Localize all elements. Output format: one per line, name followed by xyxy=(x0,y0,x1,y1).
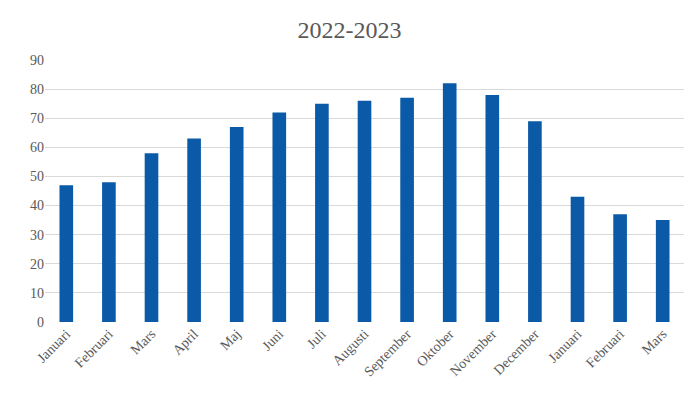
svg-text:60: 60 xyxy=(30,140,44,155)
svg-text:Juli: Juli xyxy=(304,326,329,351)
svg-text:40: 40 xyxy=(30,198,44,213)
svg-text:Maj: Maj xyxy=(217,326,244,353)
svg-text:0: 0 xyxy=(37,315,44,330)
svg-text:Januari: Januari xyxy=(34,326,73,365)
svg-text:2022-2023: 2022-2023 xyxy=(298,17,402,43)
svg-text:30: 30 xyxy=(30,228,44,243)
svg-text:80: 80 xyxy=(30,82,44,97)
svg-text:10: 10 xyxy=(30,286,44,301)
svg-text:Oktober: Oktober xyxy=(414,326,457,369)
svg-text:September: September xyxy=(361,326,414,379)
svg-text:Januari: Januari xyxy=(545,326,584,365)
svg-text:Mars: Mars xyxy=(639,326,670,357)
svg-text:50: 50 xyxy=(30,169,44,184)
svg-text:90: 90 xyxy=(30,53,44,68)
svg-text:November: November xyxy=(447,326,500,379)
svg-text:Februari: Februari xyxy=(72,326,116,370)
svg-text:April: April xyxy=(170,326,202,358)
svg-text:December: December xyxy=(491,326,543,378)
svg-text:Augusti: Augusti xyxy=(330,326,372,368)
svg-text:20: 20 xyxy=(30,257,44,272)
svg-text:70: 70 xyxy=(30,111,44,126)
svg-text:Mars: Mars xyxy=(128,326,159,357)
svg-text:Februari: Februari xyxy=(583,326,627,370)
svg-text:Juni: Juni xyxy=(259,326,286,353)
